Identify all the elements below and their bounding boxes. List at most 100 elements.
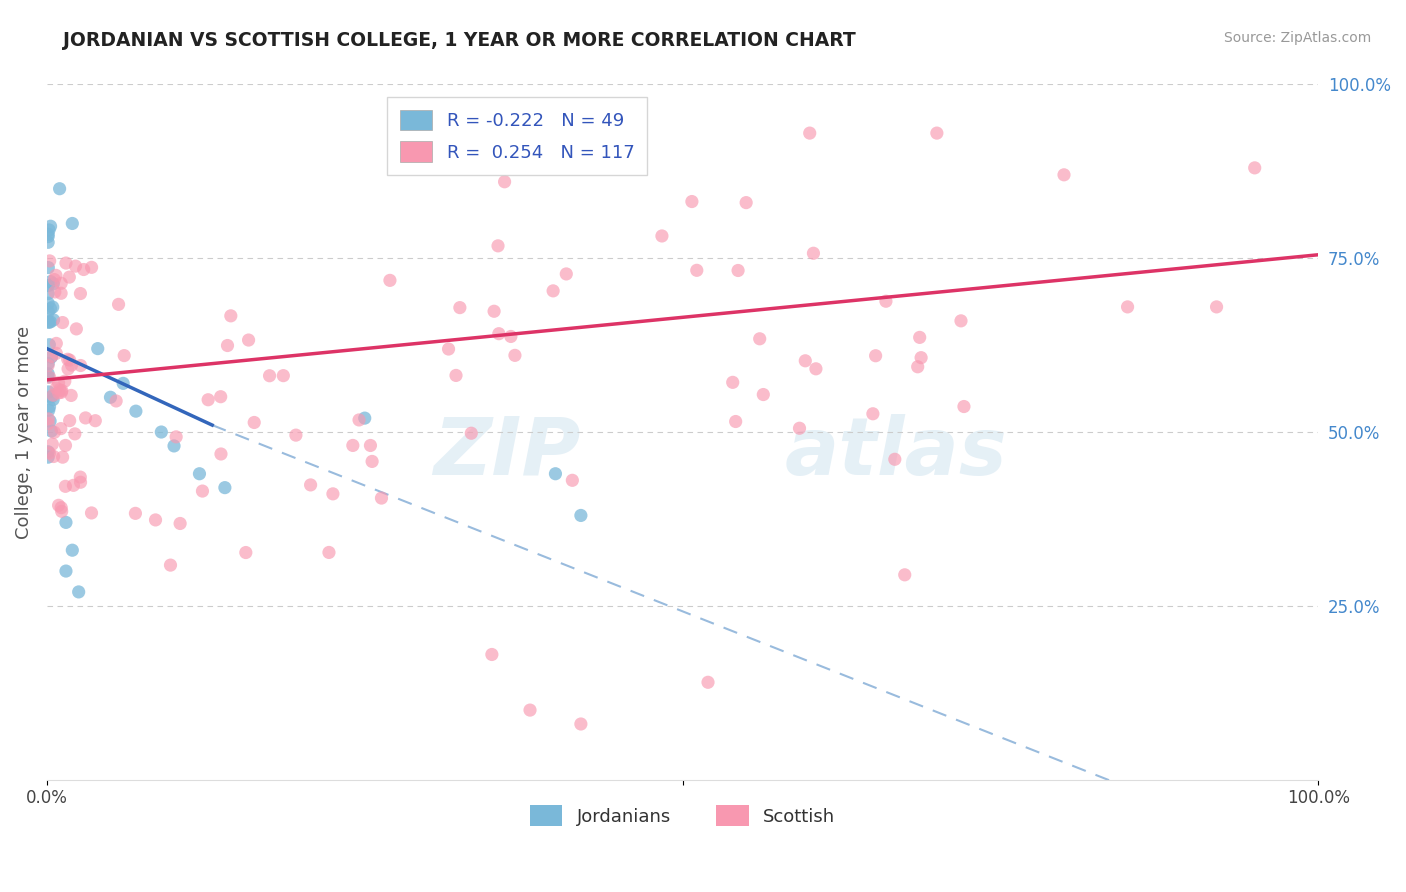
Point (37, 356, 59, 370)
Point (191, 484, 214, 499)
Y-axis label: College, 1 year or more: College, 1 year or more (15, 326, 32, 539)
Point (238, 333, 260, 347)
Point (37, 412, 59, 426)
Point (39, 275, 62, 289)
Point (65, 322, 87, 336)
Point (259, 368, 281, 383)
Point (51, 384, 73, 398)
Point (1205, 300, 1227, 314)
Point (48, 376, 70, 390)
Point (907, 359, 929, 374)
Point (681, 194, 703, 209)
Point (37, 367, 59, 381)
Point (165, 430, 187, 444)
Point (188, 467, 211, 481)
Point (65, 259, 87, 273)
Point (38, 337, 60, 351)
Point (488, 326, 510, 341)
Point (45, 381, 67, 395)
Point (219, 309, 242, 323)
Point (163, 439, 186, 453)
Point (38, 315, 60, 329)
Point (748, 332, 770, 346)
Point (41, 350, 63, 364)
Text: atlas: atlas (785, 414, 1007, 491)
Point (37, 450, 59, 464)
Point (378, 273, 401, 287)
Point (555, 267, 578, 281)
Point (150, 425, 173, 439)
Point (55, 564, 77, 578)
Point (437, 342, 460, 356)
Point (60, 388, 83, 402)
Point (724, 415, 747, 429)
Point (60, 217, 83, 231)
Point (55, 516, 77, 530)
Point (370, 491, 392, 505)
Point (794, 353, 817, 368)
Point (73, 262, 96, 277)
Point (499, 329, 522, 343)
Point (865, 349, 887, 363)
Point (56, 352, 79, 367)
Point (55, 479, 77, 493)
Point (48, 383, 70, 397)
Point (721, 376, 744, 390)
Point (37, 417, 59, 431)
Point (52, 316, 75, 330)
Legend: Jordanians, Scottish: Jordanians, Scottish (523, 797, 842, 833)
Point (38, 400, 60, 414)
Point (51, 500, 73, 515)
Point (789, 421, 811, 435)
Point (41, 424, 63, 438)
Point (39, 315, 62, 329)
Point (883, 452, 905, 467)
Point (37, 235, 59, 250)
Point (124, 507, 146, 521)
Point (37, 384, 59, 399)
Point (359, 438, 381, 452)
Point (42, 300, 65, 314)
Point (37, 305, 59, 319)
Point (48, 385, 70, 400)
Point (486, 239, 509, 253)
Point (45, 268, 67, 283)
Point (541, 284, 564, 298)
Point (37, 278, 59, 293)
Point (353, 411, 375, 425)
Point (908, 330, 931, 344)
Text: Source: ZipAtlas.com: Source: ZipAtlas.com (1223, 31, 1371, 45)
Point (69, 286, 91, 301)
Point (42, 388, 65, 402)
Point (37, 260, 59, 275)
Point (544, 467, 567, 481)
Point (53, 374, 76, 388)
Point (69, 470, 91, 484)
Point (84, 414, 107, 428)
Point (41, 437, 63, 451)
Point (569, 717, 592, 731)
Point (449, 301, 471, 315)
Point (519, 703, 541, 717)
Point (107, 297, 129, 311)
Point (49, 286, 72, 301)
Point (273, 368, 295, 383)
Point (569, 508, 592, 523)
Point (875, 294, 897, 309)
Point (503, 348, 526, 362)
Point (910, 351, 932, 365)
Point (561, 473, 583, 487)
Point (38, 446, 60, 460)
Point (60, 358, 83, 372)
Point (63, 426, 86, 441)
Point (1116, 300, 1139, 314)
Point (100, 390, 122, 404)
Point (159, 558, 181, 573)
Point (481, 648, 503, 662)
Point (322, 487, 344, 501)
Point (75, 411, 97, 425)
Point (361, 454, 384, 468)
Point (41, 350, 63, 364)
Point (893, 567, 915, 582)
Point (69, 475, 91, 490)
